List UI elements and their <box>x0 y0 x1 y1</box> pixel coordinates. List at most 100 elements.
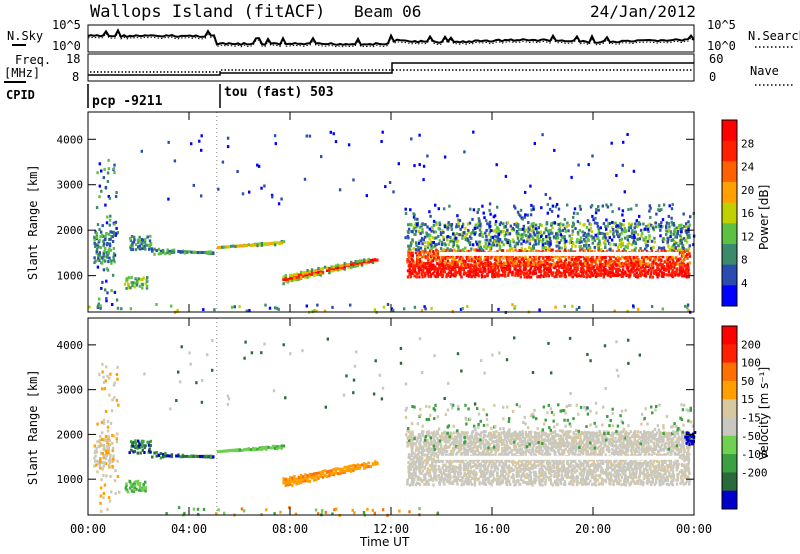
data-cell <box>105 221 109 225</box>
data-cell <box>476 256 479 260</box>
data-cell <box>332 467 335 471</box>
data-cell <box>455 478 458 482</box>
data-cell <box>408 510 411 514</box>
data-cell <box>530 222 533 226</box>
data-cell <box>460 438 463 442</box>
data-cell <box>107 451 110 455</box>
data-cell <box>159 452 163 456</box>
echo-0200-low <box>124 479 147 494</box>
data-cell <box>436 511 440 515</box>
data-cell <box>564 250 567 254</box>
data-cell <box>447 469 451 473</box>
data-cell <box>291 479 294 483</box>
data-cell <box>532 246 535 250</box>
data-cell <box>687 220 690 224</box>
data-cell <box>532 442 535 446</box>
data-cell <box>347 464 351 468</box>
data-cell <box>652 245 655 249</box>
data-cell <box>436 432 439 435</box>
data-cell <box>634 246 637 250</box>
data-cell <box>508 255 512 258</box>
data-cell <box>138 482 142 485</box>
data-cell <box>526 239 529 243</box>
data-cell <box>332 132 335 136</box>
data-cell <box>179 250 182 254</box>
data-cell <box>428 270 432 274</box>
data-cell <box>548 247 551 251</box>
data-cell <box>550 223 553 227</box>
data-cell <box>503 233 506 237</box>
colorbar-swatch <box>722 285 737 307</box>
data-cell <box>466 442 469 446</box>
data-cell <box>137 441 141 445</box>
data-cell <box>582 262 585 266</box>
data-cell <box>551 446 554 450</box>
data-cell <box>533 260 536 264</box>
data-cell <box>141 283 144 287</box>
data-cell <box>427 449 431 453</box>
data-cell <box>598 263 602 267</box>
data-cell <box>659 262 662 266</box>
data-cell <box>326 269 329 272</box>
data-cell <box>665 267 668 271</box>
data-cell <box>411 478 414 482</box>
data-cell <box>470 441 474 445</box>
data-cell <box>670 207 674 211</box>
data-cell <box>455 480 458 483</box>
data-cell <box>545 239 549 243</box>
data-cell <box>428 471 432 475</box>
data-cell <box>479 262 483 266</box>
data-cell <box>478 228 482 232</box>
data-cell <box>501 240 504 244</box>
data-cell <box>408 456 412 460</box>
data-cell <box>314 508 318 512</box>
data-cell <box>485 228 488 232</box>
data-cell <box>438 482 441 486</box>
data-cell <box>431 236 434 240</box>
data-cell <box>591 257 594 261</box>
data-cell <box>506 221 510 225</box>
data-cell <box>328 469 331 473</box>
data-cell <box>515 470 518 474</box>
data-cell <box>464 238 467 241</box>
data-cell <box>644 268 647 272</box>
data-cell <box>106 444 109 448</box>
data-cell <box>498 244 502 248</box>
data-cell <box>467 239 470 243</box>
data-cell <box>597 267 600 271</box>
data-cell <box>451 261 454 265</box>
data-cell <box>207 252 211 256</box>
data-cell <box>227 449 231 453</box>
data-cell <box>435 248 438 252</box>
data-cell <box>371 508 374 512</box>
data-cell <box>421 453 424 457</box>
data-cell <box>417 245 420 249</box>
data-cell <box>509 470 512 473</box>
data-cell <box>260 241 264 245</box>
data-cell <box>165 512 168 515</box>
data-cell <box>592 273 595 277</box>
data-cell <box>419 246 423 250</box>
data-cell <box>511 247 514 251</box>
data-cell <box>570 261 573 265</box>
data-cell <box>554 271 558 275</box>
data-cell <box>109 230 112 234</box>
data-cell <box>479 267 482 271</box>
data-cell <box>430 465 433 469</box>
data-cell <box>371 258 375 262</box>
data-cell <box>432 250 435 253</box>
data-cell <box>157 247 161 251</box>
data-cell <box>107 437 110 441</box>
data-cell <box>124 486 127 490</box>
data-cell <box>484 244 488 248</box>
data-cell <box>537 242 540 246</box>
data-cell <box>550 473 553 477</box>
data-cell <box>136 446 139 450</box>
data-cell <box>673 227 677 231</box>
data-cell <box>575 274 579 278</box>
data-cell <box>526 237 529 241</box>
data-cell <box>116 432 119 436</box>
data-cell <box>134 243 138 246</box>
data-cell <box>482 480 485 484</box>
data-cell <box>352 467 355 471</box>
